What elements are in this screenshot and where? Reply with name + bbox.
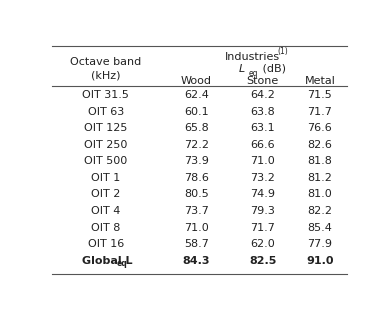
Text: OIT 31.5: OIT 31.5 — [82, 90, 130, 100]
Text: Metal: Metal — [305, 76, 335, 86]
Text: OIT 250: OIT 250 — [84, 140, 128, 150]
Text: 71.0: 71.0 — [250, 156, 275, 167]
Text: 77.9: 77.9 — [307, 239, 333, 249]
Text: 78.6: 78.6 — [184, 173, 209, 183]
Text: 74.9: 74.9 — [250, 189, 275, 199]
Text: 71.0: 71.0 — [184, 223, 209, 233]
Text: OIT 2: OIT 2 — [91, 189, 121, 199]
Text: 76.6: 76.6 — [308, 123, 332, 133]
Text: 85.4: 85.4 — [308, 223, 332, 233]
Text: 82.6: 82.6 — [308, 140, 332, 150]
Text: 82.5: 82.5 — [249, 256, 276, 266]
Text: 58.7: 58.7 — [184, 239, 209, 249]
Text: L: L — [238, 64, 245, 74]
Text: 81.8: 81.8 — [308, 156, 332, 167]
Text: 71.5: 71.5 — [308, 90, 332, 100]
Text: 80.5: 80.5 — [184, 189, 209, 199]
Text: 62.4: 62.4 — [184, 90, 209, 100]
Text: eq: eq — [116, 259, 127, 268]
Text: eq: eq — [248, 69, 258, 78]
Text: OIT 8: OIT 8 — [91, 223, 121, 233]
Text: 71.7: 71.7 — [308, 107, 332, 117]
Text: OIT 1: OIT 1 — [91, 173, 121, 183]
Text: 72.2: 72.2 — [184, 140, 209, 150]
Text: 81.2: 81.2 — [308, 173, 332, 183]
Text: 73.2: 73.2 — [250, 173, 275, 183]
Text: 73.7: 73.7 — [184, 206, 209, 216]
Text: 62.0: 62.0 — [250, 239, 275, 249]
Text: OIT 4: OIT 4 — [91, 206, 121, 216]
Text: OIT 16: OIT 16 — [88, 239, 124, 249]
Text: Octave band
(kHz): Octave band (kHz) — [70, 57, 142, 81]
Text: 82.2: 82.2 — [307, 206, 333, 216]
Text: Stone: Stone — [247, 76, 279, 86]
Text: 79.3: 79.3 — [250, 206, 275, 216]
Text: 81.0: 81.0 — [308, 189, 332, 199]
Text: (1): (1) — [278, 47, 289, 56]
Text: 73.9: 73.9 — [184, 156, 209, 167]
Text: 71.7: 71.7 — [250, 223, 275, 233]
Text: Wood: Wood — [181, 76, 212, 86]
Text: Industries: Industries — [224, 52, 280, 62]
Text: 64.2: 64.2 — [250, 90, 275, 100]
Text: 60.1: 60.1 — [184, 107, 209, 117]
Text: OIT 63: OIT 63 — [88, 107, 124, 117]
Text: 63.1: 63.1 — [251, 123, 275, 133]
Text: OIT 125: OIT 125 — [84, 123, 128, 133]
Text: 84.3: 84.3 — [182, 256, 210, 266]
Text: 66.6: 66.6 — [251, 140, 275, 150]
Text: Global L: Global L — [82, 256, 132, 266]
Text: 65.8: 65.8 — [184, 123, 209, 133]
Text: OIT 500: OIT 500 — [84, 156, 128, 167]
Text: 91.0: 91.0 — [306, 256, 334, 266]
Text: 63.8: 63.8 — [250, 107, 275, 117]
Text: (dB): (dB) — [259, 64, 286, 74]
